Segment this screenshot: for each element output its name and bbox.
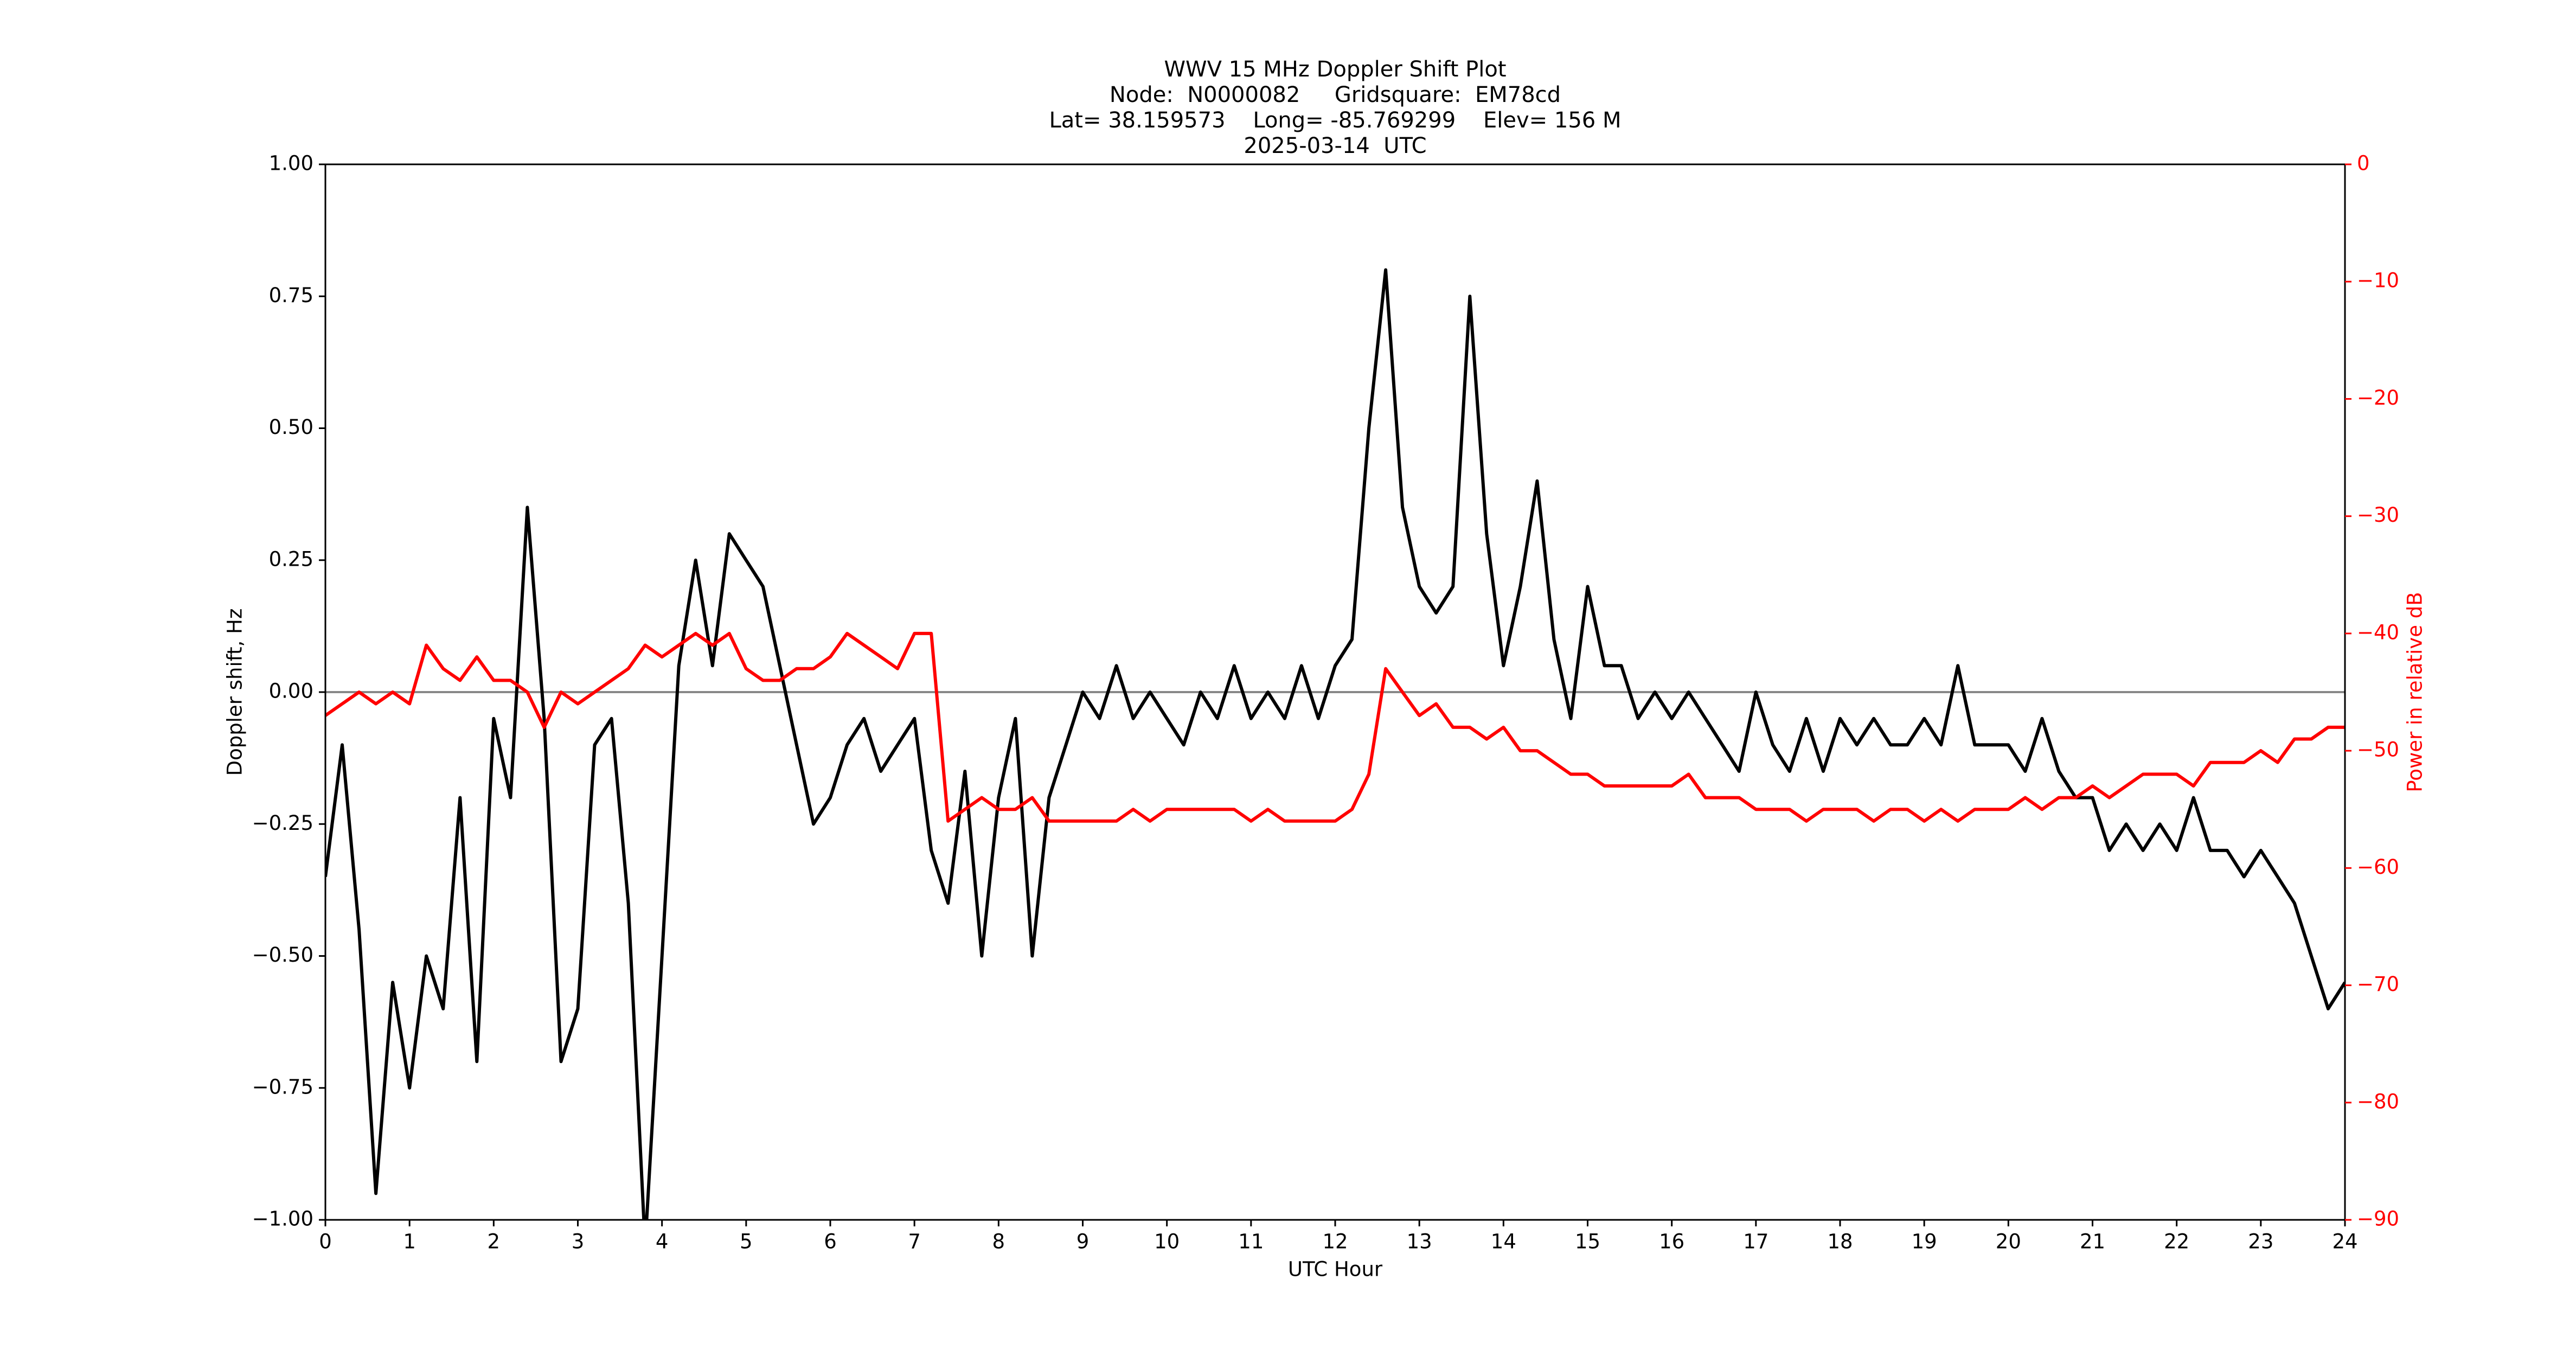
y2-axis-label: Power in relative dB — [2404, 592, 2427, 792]
x-tick-label: 3 — [572, 1230, 585, 1253]
y-tick-label: −1.00 — [252, 1207, 313, 1231]
x-tick-label: 15 — [1575, 1230, 1600, 1253]
y2-tick-label: −20 — [2357, 386, 2399, 410]
x-tick-label: 10 — [1154, 1230, 1180, 1253]
x-tick-label: 9 — [1076, 1230, 1090, 1253]
y2-tick-label: 0 — [2357, 152, 2370, 175]
y-tick-label: 0.25 — [269, 547, 313, 571]
x-tick-label: 1 — [403, 1230, 416, 1253]
x-tick-label: 2 — [488, 1230, 501, 1253]
x-tick-label: 13 — [1407, 1230, 1432, 1253]
x-tick-label: 23 — [2248, 1230, 2273, 1253]
x-axis-label: UTC Hour — [1288, 1258, 1383, 1281]
x-tick-label: 4 — [656, 1230, 669, 1253]
y-tick-label: 1.00 — [269, 152, 313, 175]
y2-tick-label: −60 — [2357, 855, 2399, 879]
y2-tick-label: −30 — [2357, 503, 2399, 527]
x-tick-label: 7 — [908, 1230, 921, 1253]
chart-title: Node: N0000082 Gridsquare: EM78cd — [1110, 82, 1561, 107]
x-tick-label: 22 — [2164, 1230, 2189, 1253]
x-tick-label: 18 — [1827, 1230, 1853, 1253]
y2-tick-label: −10 — [2357, 269, 2399, 292]
y2-tick-label: −40 — [2357, 621, 2399, 644]
x-tick-label: 16 — [1659, 1230, 1684, 1253]
x-tick-label: 20 — [1996, 1230, 2021, 1253]
x-tick-label: 0 — [319, 1230, 332, 1253]
x-tick-label: 17 — [1743, 1230, 1768, 1253]
chart-title: WWV 15 MHz Doppler Shift Plot — [1164, 57, 1506, 82]
x-tick-label: 14 — [1491, 1230, 1516, 1253]
data-line — [325, 268, 2345, 1220]
chart-title: 2025-03-14 UTC — [1244, 133, 1426, 158]
data-line — [325, 631, 2345, 823]
plot-area — [325, 268, 2345, 1220]
y-tick-label: −0.50 — [252, 943, 313, 967]
x-tick-label: 12 — [1322, 1230, 1348, 1253]
y2-tick-label: −80 — [2357, 1090, 2399, 1113]
y-tick-label: 0.75 — [269, 284, 313, 307]
x-tick-label: 11 — [1238, 1230, 1264, 1253]
x-tick-label: 24 — [2332, 1230, 2357, 1253]
y-tick-label: 0.00 — [269, 680, 313, 703]
y-tick-label: −0.75 — [252, 1075, 313, 1098]
y-axis-label: Doppler shift, Hz — [223, 609, 247, 776]
y2-tick-label: −70 — [2357, 973, 2399, 996]
y-tick-label: −0.25 — [252, 811, 313, 835]
chart-title: Lat= 38.159573 Long= -85.769299 Elev= 15… — [1049, 108, 1622, 133]
x-tick-label: 19 — [1912, 1230, 1937, 1253]
y2-tick-label: −50 — [2357, 738, 2399, 762]
y2-tick-label: −90 — [2357, 1207, 2399, 1231]
x-tick-label: 8 — [992, 1230, 1005, 1253]
x-tick-label: 6 — [824, 1230, 837, 1253]
x-tick-label: 5 — [740, 1230, 753, 1253]
y-tick-label: 0.50 — [269, 415, 313, 439]
x-tick-label: 21 — [2080, 1230, 2105, 1253]
